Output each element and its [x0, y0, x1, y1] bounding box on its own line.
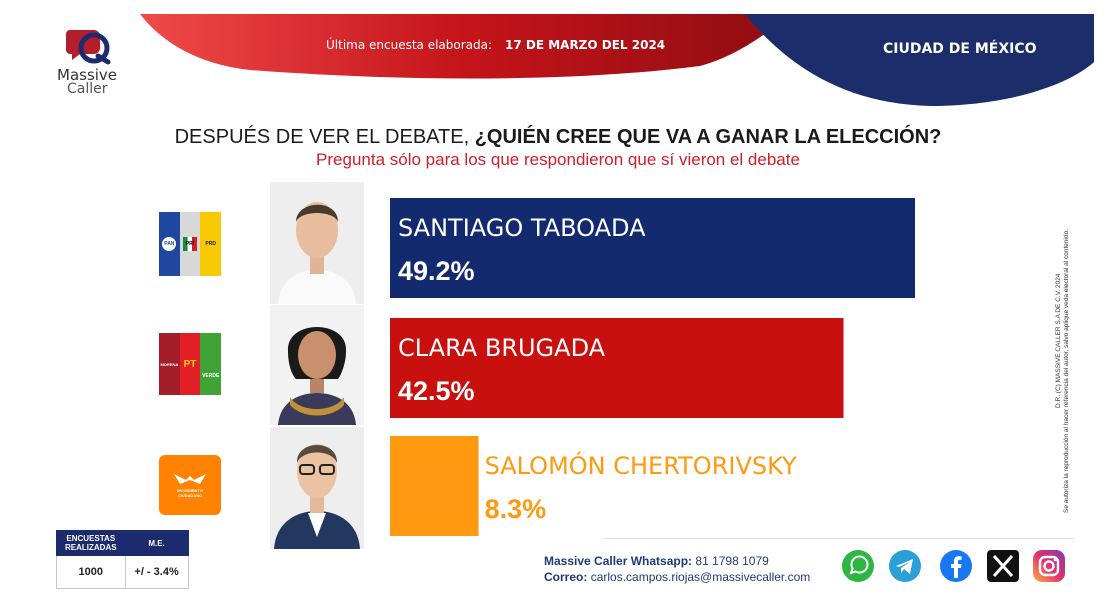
bar-chart: SANTIAGO TABOADA 49.2% CLARA BRUGADA 42.5% S… — [390, 198, 915, 536]
morena-text: MORENA — [160, 361, 179, 367]
question-title-part1: DESPUÉS DE VER EL DEBATE, — [174, 126, 475, 148]
instagram-icon[interactable] — [1031, 548, 1067, 584]
whatsapp-icon[interactable] — [840, 548, 876, 584]
pan-logo: PAN — [159, 212, 180, 276]
footer-divider — [604, 538, 1074, 539]
chat-bubble-icon — [66, 30, 111, 65]
candidate-photo-3 — [270, 427, 364, 549]
party-logo-mc: MOVIMIENTO CIUDADANO — [159, 455, 221, 515]
pt-logo: PT — [179, 333, 201, 395]
telegram-icon[interactable] — [887, 548, 923, 584]
bar-1 — [390, 198, 915, 298]
bar-label-3: SALOMÓN CHERTORIVSKY — [485, 450, 797, 480]
whatsapp-number[interactable]: 81 1798 1079 — [695, 554, 769, 568]
bar-value-3: 8.3% — [485, 494, 547, 524]
copyright-note: D.R. (C) MASSIVE CALLER S.A DE C.V. 2024… — [1055, 229, 1070, 513]
x-icon[interactable] — [985, 548, 1021, 584]
pt-text: PT — [183, 358, 197, 370]
region-label: CIUDAD DE MÉXICO — [883, 41, 1037, 57]
prd-logo: PRD — [200, 212, 222, 276]
bar-value-2: 42.5% — [398, 376, 475, 406]
header-banner — [140, 14, 1094, 106]
whatsapp-label: Massive Caller Whatsapp: — [544, 554, 693, 568]
copyright-line2: Se autoriza la reproducción al hacer ref… — [1063, 229, 1070, 513]
survey-stats-table: ENCUESTAS REALIZADAS M.E. 1000 +/ - 3.4% — [56, 530, 189, 589]
stats-surveys-value: 1000 — [56, 555, 126, 589]
email-link[interactable]: carlos.campos.riojas@massivecaller.com — [590, 570, 811, 584]
brand-name-line1: Massive — [57, 66, 118, 84]
question-title-part2: ¿QUIÉN CREE QUE VA A GANAR LA ELECCIÓN? — [474, 126, 942, 148]
brand-logo: Massive Caller — [40, 18, 140, 98]
facebook-icon[interactable] — [938, 548, 974, 584]
pan-text: PAN — [162, 237, 177, 251]
question-subtitle: Pregunta sólo para los que respondieron … — [316, 150, 800, 169]
stats-header-surveys-b: REALIZADAS — [65, 543, 117, 552]
party-logo-coalition-2: MORENA PT VERDE — [159, 333, 222, 395]
morena-logo: MORENA — [159, 333, 180, 395]
bar-label-1: SANTIAGO TABOADA — [398, 214, 646, 242]
question-title: DESPUÉS DE VER EL DEBATE, ¿QUIÉN CREE QU… — [0, 126, 1116, 149]
stats-me-value: +/ - 3.4% — [124, 555, 189, 589]
pri-text: PRI — [183, 237, 197, 251]
verde-logo: VERDE — [200, 333, 222, 395]
bar-label-2: CLARA BRUGADA — [398, 334, 606, 362]
email-label: Correo: — [544, 570, 588, 584]
candidate-photo-1 — [270, 182, 364, 304]
bar-value-1: 49.2% — [398, 256, 475, 286]
verde-text: VERDE — [202, 373, 220, 379]
stats-header-surveys: ENCUESTAS REALIZADAS — [56, 530, 126, 556]
stats-header-surveys-a: ENCUESTAS — [66, 534, 116, 543]
brand-name-line2: Caller — [67, 81, 108, 97]
mc-text: MOVIMIENTO CIUDADANO — [177, 488, 203, 498]
prd-text: PRD — [205, 241, 216, 247]
eagle-icon — [174, 474, 206, 484]
survey-label: Última encuesta elaborada: — [326, 38, 493, 52]
copyright-line1: D.R. (C) MASSIVE CALLER S.A DE C.V. 2024 — [1055, 273, 1062, 408]
pri-logo: PRI — [179, 212, 201, 276]
bar-3 — [390, 436, 479, 536]
stats-header-me: M.E. — [124, 530, 189, 556]
candidate-photo-2 — [270, 305, 364, 425]
survey-date: 17 DE MARZO DEL 2024 — [505, 38, 666, 52]
footer-contact: Massive Caller Whatsapp: 81 1798 1079 Co… — [544, 553, 810, 585]
bar-2 — [390, 318, 844, 418]
party-logo-coalition-1: PAN PRI PRD — [159, 212, 222, 276]
